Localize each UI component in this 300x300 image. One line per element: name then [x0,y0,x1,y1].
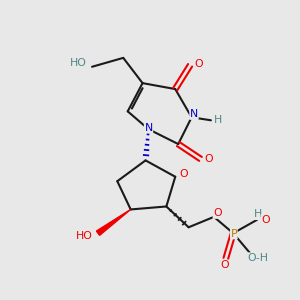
Text: N: N [144,123,153,133]
Text: O: O [220,260,229,270]
Text: HO: HO [76,231,93,241]
Text: O: O [179,169,188,179]
Polygon shape [96,209,131,236]
Text: H: H [254,209,262,220]
Text: O: O [194,59,203,69]
Text: HO: HO [70,58,87,68]
Text: H: H [214,115,223,125]
Text: N: N [190,109,198,119]
Text: P: P [230,229,237,239]
Text: O: O [213,208,222,218]
Text: O-H: O-H [248,253,268,263]
Text: O: O [261,215,270,225]
Text: O: O [205,154,213,164]
